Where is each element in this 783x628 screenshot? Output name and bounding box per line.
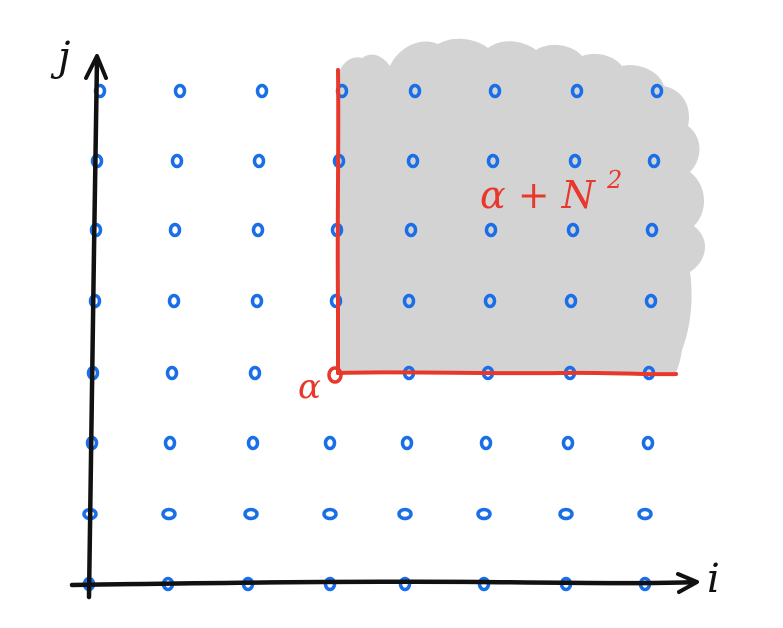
- region-bottom-border: [336, 370, 678, 377]
- lattice-point: [647, 153, 661, 169]
- lattice-point: [570, 83, 584, 99]
- alpha-point: [327, 366, 343, 384]
- x-axis-arrowhead: [676, 572, 699, 594]
- lattice-point: [479, 435, 493, 451]
- lattice-point: [568, 153, 582, 169]
- lattice-point: [255, 83, 269, 99]
- lattice-point: [483, 293, 497, 309]
- lattice-point: [248, 365, 262, 381]
- lattice-point: [252, 153, 266, 169]
- lattice-point: [170, 153, 184, 169]
- shaded-region: [337, 38, 706, 372]
- lattice-point: [165, 365, 179, 381]
- lattice-point: [250, 293, 264, 309]
- lattice-point: [246, 435, 260, 451]
- lattice-point: [484, 222, 498, 238]
- lattice-point: [161, 507, 177, 521]
- lattice-point: [558, 507, 574, 521]
- lattice-point: [173, 83, 187, 99]
- y-axis-label: j: [50, 34, 70, 80]
- y-axis-arrowhead: [84, 54, 108, 80]
- lattice-point: [251, 222, 265, 238]
- lattice-point: [650, 83, 664, 99]
- lattice-point: [163, 435, 177, 451]
- lattice-point: [168, 222, 182, 238]
- lattice-point: [564, 293, 578, 309]
- lattice-point: [488, 83, 502, 99]
- lattice-point: [406, 153, 420, 169]
- lattice-point: [404, 222, 418, 238]
- y-axis: [86, 57, 100, 600]
- region-label-base: α + N: [480, 173, 597, 217]
- lattice-point: [637, 507, 653, 521]
- lattice-point: [644, 293, 658, 309]
- lattice-point: [322, 507, 338, 521]
- lattice-point: [641, 435, 655, 451]
- lattice-point: [476, 507, 492, 521]
- lattice-point: [486, 153, 500, 169]
- lattice-point: [243, 507, 259, 521]
- lattice-point: [397, 507, 413, 521]
- lattice-point: [561, 435, 575, 451]
- lattice-point: [402, 293, 416, 309]
- region-left-border: [335, 68, 341, 374]
- lattice-point: [323, 435, 337, 451]
- lattice-point: [566, 222, 580, 238]
- region-label-exponent: 2: [606, 166, 622, 194]
- lattice-point: [167, 293, 181, 309]
- lattice-point: [408, 83, 422, 99]
- alpha-label: α: [298, 367, 321, 407]
- lattice-point: [400, 435, 414, 451]
- x-axis: [69, 579, 698, 588]
- x-axis-label: i: [707, 556, 720, 602]
- lattice-point: [645, 222, 659, 238]
- region-label: α + N 2: [480, 166, 622, 217]
